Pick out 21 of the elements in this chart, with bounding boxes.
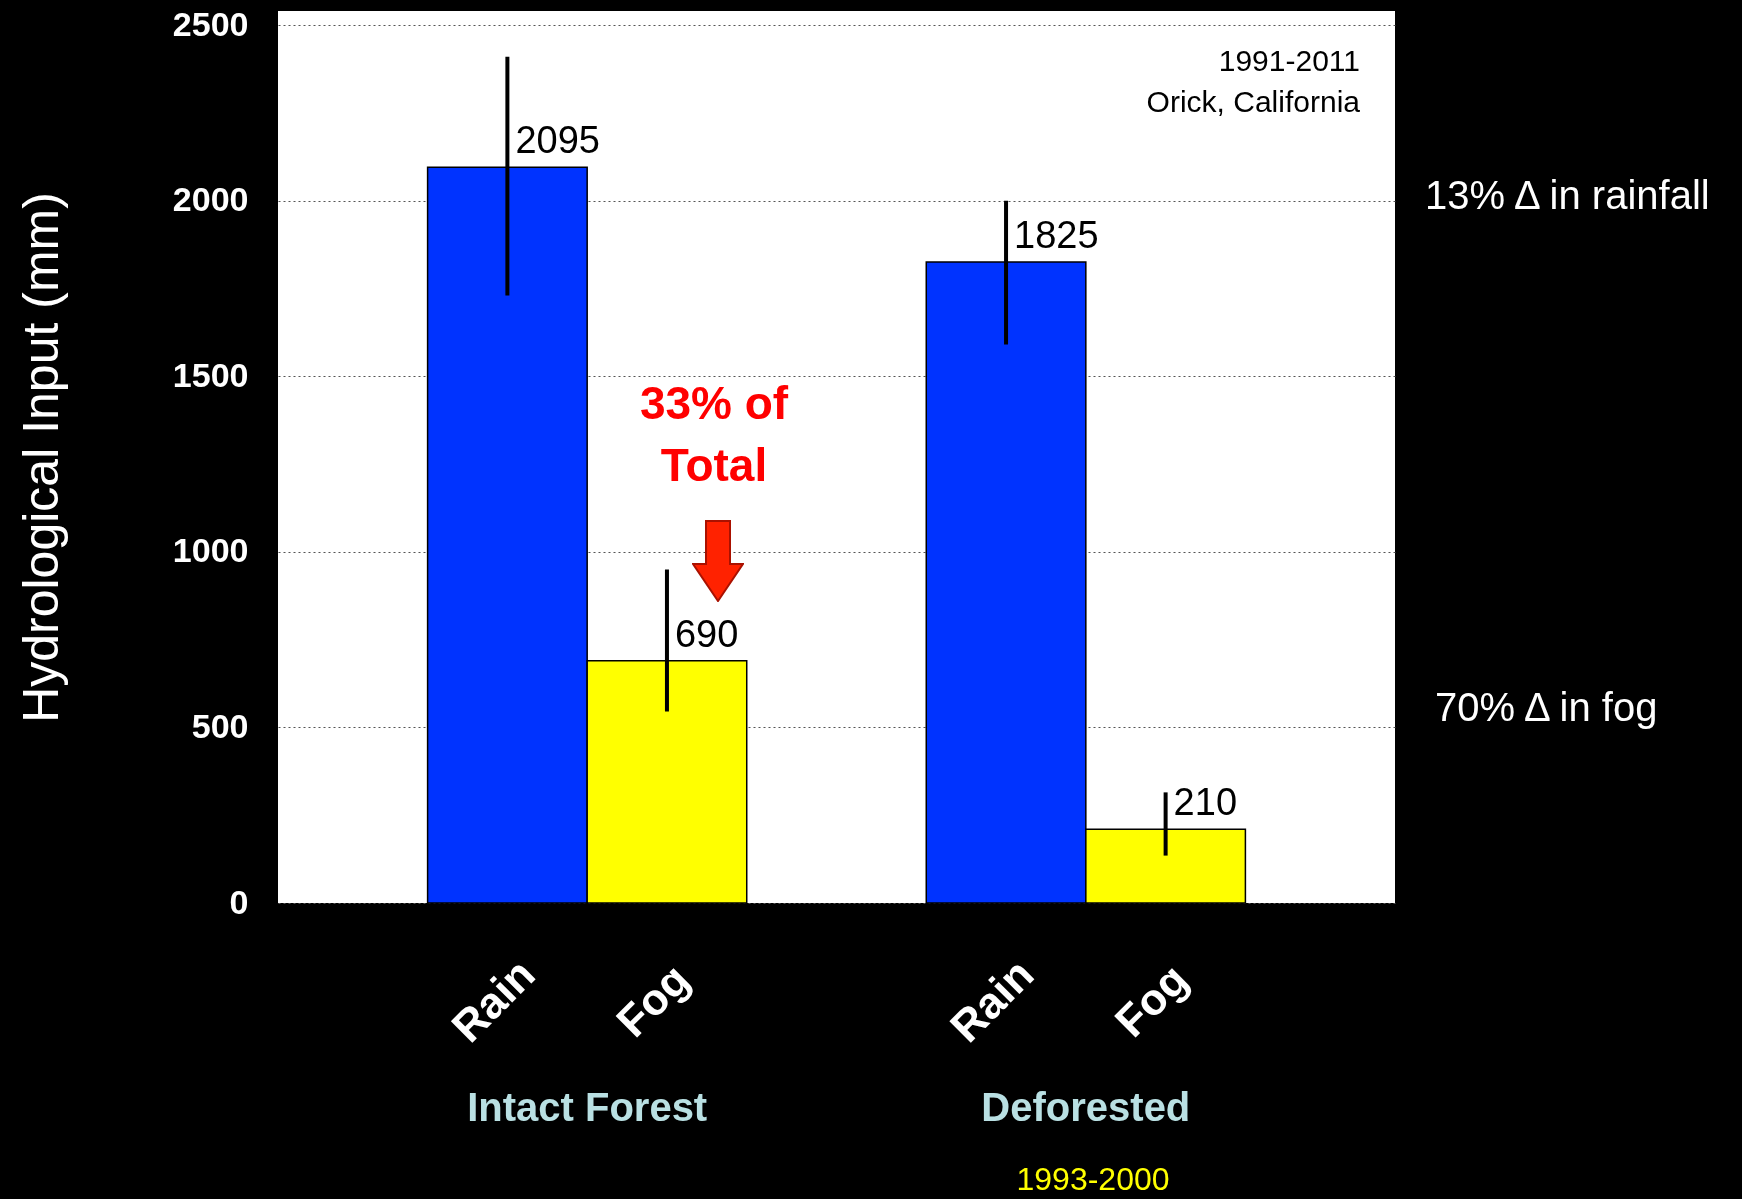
text: 1993-2000	[1016, 1161, 1170, 1197]
text: 70% Δ in fog	[1435, 685, 1658, 729]
y-tick-label: 1000	[172, 531, 249, 570]
y-tick-label: 2000	[172, 180, 249, 219]
data-label: 1825	[1014, 214, 1099, 257]
text: Deforested	[981, 1084, 1191, 1129]
data-label: 690	[674, 612, 739, 655]
x-tick-label: Fog	[606, 954, 699, 1046]
text: Intact Forest	[467, 1084, 708, 1129]
text: 13% Δ in rainfall	[1425, 173, 1710, 217]
annotation: Orick, California	[1146, 85, 1361, 118]
y-axis-title: Hydrological Input (mm)	[12, 192, 69, 723]
y-tick-label: 500	[191, 706, 249, 745]
x-tick-label: Fog	[1105, 954, 1197, 1046]
data-label: 210	[1173, 781, 1238, 824]
data-label: 2095	[515, 119, 600, 162]
annotation: 1991-2011	[1218, 44, 1360, 77]
y-tick-label: 1500	[172, 355, 249, 394]
annotation: 33% of Total	[639, 377, 789, 491]
y-tick-label: 2500	[172, 4, 249, 43]
y-tick-label: 0	[229, 882, 249, 921]
